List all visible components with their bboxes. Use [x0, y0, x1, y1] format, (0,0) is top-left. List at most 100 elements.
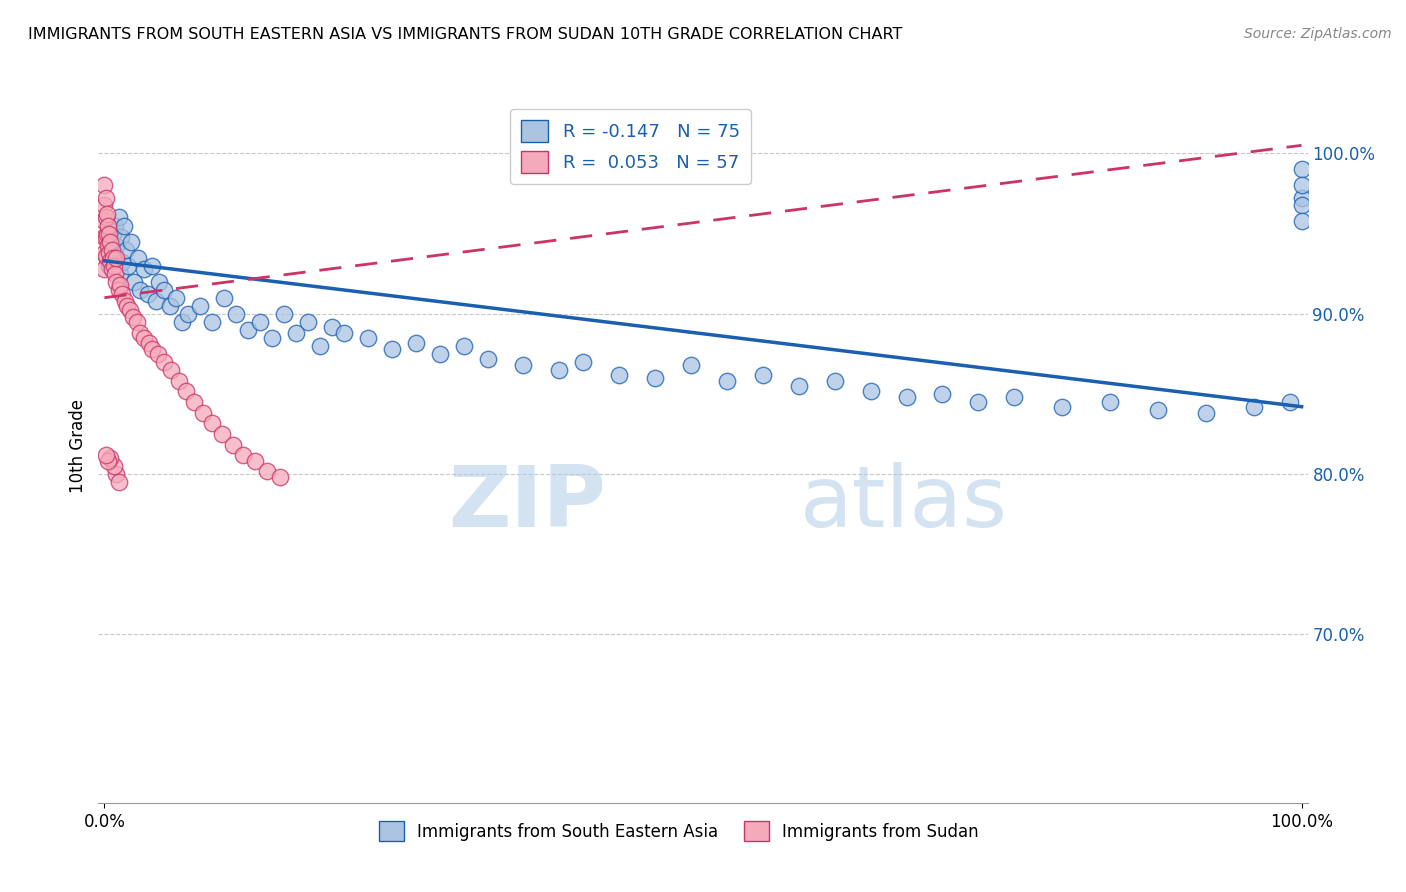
Point: [100, 235, 122, 249]
Point: [548, 363, 571, 377]
Point: [103, 245, 125, 260]
Point: [94, 211, 117, 225]
Point: [453, 339, 475, 353]
Point: [165, 291, 187, 305]
Point: [859, 384, 882, 398]
Point: [105, 251, 128, 265]
Point: [100, 261, 122, 276]
Point: [321, 319, 343, 334]
Point: [98, 227, 121, 241]
Point: [1291, 213, 1313, 227]
Point: [97, 243, 120, 257]
Point: [93, 261, 115, 276]
Point: [97, 237, 120, 252]
Text: Source: ZipAtlas.com: Source: ZipAtlas.com: [1244, 27, 1392, 41]
Point: [108, 267, 131, 281]
Point: [107, 211, 129, 225]
Point: [249, 315, 271, 329]
Point: [174, 384, 197, 398]
Point: [136, 287, 159, 301]
Point: [1147, 403, 1170, 417]
Point: [141, 259, 163, 273]
Point: [105, 239, 128, 253]
Point: [93, 229, 115, 244]
Point: [1291, 191, 1313, 205]
Point: [512, 358, 534, 372]
Point: [967, 395, 990, 409]
Point: [94, 448, 117, 462]
Point: [132, 261, 155, 276]
Point: [96, 227, 118, 241]
Point: [120, 235, 142, 249]
Point: [114, 293, 136, 308]
Point: [752, 368, 775, 382]
Point: [115, 299, 138, 313]
Point: [201, 416, 224, 430]
Point: [273, 307, 295, 321]
Point: [1050, 400, 1073, 414]
Point: [572, 355, 595, 369]
Point: [256, 464, 278, 478]
Point: [236, 323, 259, 337]
Point: [132, 331, 155, 345]
Point: [93, 213, 115, 227]
Point: [896, 390, 918, 404]
Point: [1002, 390, 1025, 404]
Point: [1099, 395, 1122, 409]
Text: IMMIGRANTS FROM SOUTH EASTERN ASIA VS IMMIGRANTS FROM SUDAN 10TH GRADE CORRELATI: IMMIGRANTS FROM SOUTH EASTERN ASIA VS IM…: [28, 27, 903, 42]
Point: [172, 315, 194, 329]
Point: [103, 458, 125, 473]
Point: [100, 253, 122, 268]
Point: [94, 229, 117, 244]
Point: [100, 450, 122, 465]
Point: [188, 299, 211, 313]
Point: [1243, 400, 1265, 414]
Point: [269, 470, 291, 484]
Point: [148, 347, 170, 361]
Point: [160, 363, 183, 377]
Point: [93, 197, 115, 211]
Point: [221, 438, 243, 452]
Point: [260, 331, 283, 345]
Point: [129, 326, 152, 340]
Point: [153, 355, 176, 369]
Point: [167, 374, 190, 388]
Point: [98, 245, 121, 260]
Point: [333, 326, 356, 340]
Point: [931, 387, 953, 401]
Point: [129, 283, 152, 297]
Point: [1278, 395, 1301, 409]
Point: [177, 307, 200, 321]
Point: [117, 259, 139, 273]
Point: [105, 275, 128, 289]
Point: [98, 259, 121, 273]
Point: [101, 227, 124, 241]
Point: [105, 467, 128, 481]
Point: [607, 368, 630, 382]
Point: [97, 454, 120, 468]
Point: [309, 339, 332, 353]
Point: [183, 395, 205, 409]
Point: [111, 287, 134, 301]
Point: [93, 245, 115, 260]
Point: [232, 448, 254, 462]
Point: [96, 251, 118, 265]
Legend: Immigrants from South Eastern Asia, Immigrants from Sudan: Immigrants from South Eastern Asia, Immi…: [373, 814, 986, 848]
Point: [124, 275, 146, 289]
Y-axis label: 10th Grade: 10th Grade: [69, 399, 87, 493]
Point: [145, 293, 167, 308]
Point: [94, 249, 117, 263]
Point: [153, 283, 176, 297]
Point: [201, 315, 224, 329]
Point: [100, 235, 122, 249]
Point: [212, 291, 235, 305]
Point: [284, 326, 307, 340]
Point: [1195, 406, 1218, 420]
Point: [381, 342, 404, 356]
Point: [405, 335, 427, 350]
Point: [716, 374, 738, 388]
Point: [93, 178, 115, 193]
Text: atlas: atlas: [800, 461, 1008, 545]
Text: ZIP: ZIP: [449, 461, 606, 545]
Point: [96, 207, 118, 221]
